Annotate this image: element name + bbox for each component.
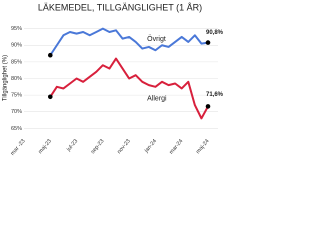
chart-title: LÄKEMEDEL, TILLGÄNGLIGHET (1 ÅR) [38, 2, 202, 12]
x-tick-label: jul-23 [65, 138, 79, 153]
y-tick-label: 65% [11, 126, 22, 132]
y-tick-label: 80% [11, 76, 22, 82]
x-tick-label: maj-23 [38, 138, 53, 155]
series-label: Allergi [147, 96, 167, 103]
chart: LÄKEMEDEL, TILLGÄNGLIGHET (1 ÅR) Tillgän… [3, 2, 224, 156]
x-tick-label: mar -23 [10, 138, 27, 156]
y-tick-label: 95% [11, 26, 22, 32]
x-tick-label: nov-23 [116, 138, 131, 155]
x-tick-label: sep-23 [90, 138, 105, 155]
end-marker [205, 104, 211, 109]
series-line [49, 27, 209, 56]
x-tick-label: mar-24 [169, 138, 185, 155]
value-label: 71,6% [206, 92, 224, 98]
y-tick-label: 70% [11, 109, 22, 115]
x-tick-label: maj-24 [195, 138, 210, 155]
end-marker [47, 94, 53, 100]
end-marker [205, 40, 211, 45]
y-tick-label: 75% [11, 93, 22, 99]
value-label: 90,8% [206, 30, 224, 36]
series-label: Övrigt [147, 35, 166, 43]
y-axis-label: Tillgänglighet (%) [3, 55, 9, 101]
y-tick-label: 90% [11, 43, 22, 49]
y-tick-label: 85% [11, 59, 22, 65]
end-marker [47, 52, 53, 58]
series-line [49, 57, 209, 120]
x-tick-label: jan-24 [143, 138, 158, 154]
